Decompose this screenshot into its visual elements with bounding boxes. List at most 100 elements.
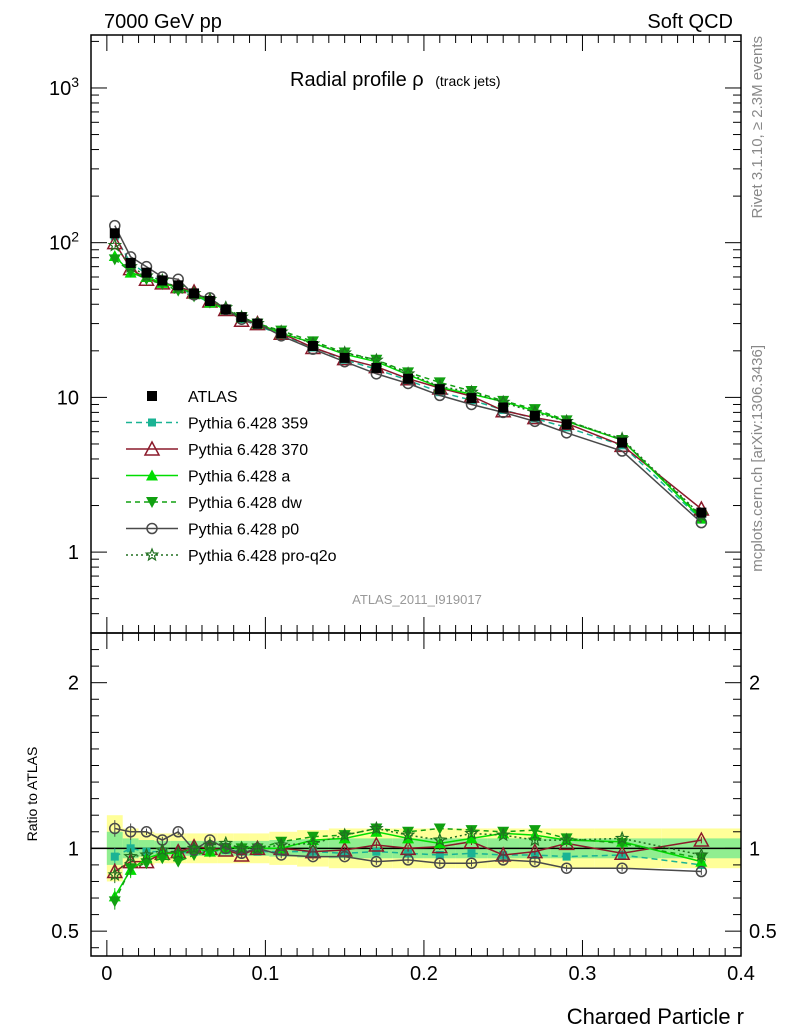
main-series-line-3	[114, 258, 702, 518]
x-tick-label: 0.3	[569, 963, 597, 985]
chart-title: Radial profile ρ (track jets)	[290, 69, 501, 91]
y-tick-label: 10	[57, 387, 79, 409]
ratio-series-point-5	[694, 847, 709, 862]
ratio-series-point-5	[432, 832, 448, 847]
ratio-series-point-5	[273, 837, 289, 852]
data-point	[252, 318, 263, 329]
main-series-point-5	[369, 352, 384, 367]
data-point	[403, 373, 414, 384]
ratio-series-point-3	[528, 825, 541, 837]
data-point	[307, 340, 318, 351]
legend-marker	[143, 440, 161, 456]
legend-label: Pythia 6.428 p0	[188, 522, 299, 539]
header-left: 7000 GeV pp	[104, 11, 222, 33]
ratio-series-point-5	[527, 832, 543, 847]
data-point	[617, 437, 628, 448]
data-point	[173, 280, 184, 291]
ratio-series-point-4	[560, 862, 573, 874]
data-point	[561, 419, 572, 430]
header-right: Soft QCD	[647, 11, 733, 33]
title-sub: (track jets)	[435, 73, 500, 89]
ratio-series-point-5	[337, 827, 352, 842]
data-point	[498, 402, 509, 413]
ratio-series-point-4	[338, 850, 351, 863]
ratio-series-line-1	[114, 839, 702, 873]
ratio-series-point-2	[465, 832, 478, 844]
data-point	[529, 410, 540, 421]
ratio-series-point-4	[307, 850, 319, 863]
ratio-series-point-4	[109, 822, 121, 835]
legend-label: Pythia 6.428 359	[188, 416, 308, 433]
ratio-series-point-3	[108, 896, 121, 908]
data-point	[125, 257, 136, 268]
ratio-y-tick-label: 0.5	[749, 921, 777, 943]
legend-label: Pythia 6.428 pro-q2o	[188, 548, 337, 565]
data-point	[204, 295, 215, 306]
ratio-series-point-5	[234, 840, 249, 855]
x-tick-label: 0.2	[410, 963, 438, 985]
main-series-point-3	[402, 367, 415, 379]
ratio-series-point-4	[402, 854, 414, 866]
mcplots-label: mcplots.cern.ch [arXiv:1306.3436]	[749, 345, 766, 572]
ratio-series-line-4	[114, 827, 702, 873]
x-tick-label: 0.1	[251, 963, 279, 985]
x-tick-label: 0.4	[727, 963, 755, 985]
ratio-y-tick-label: 1	[68, 838, 79, 860]
ratio-series-point-0	[562, 852, 571, 861]
main-series-point-3	[108, 254, 121, 266]
ratio-series-point-5	[202, 837, 218, 852]
ratio-y-tick-label: 1	[749, 838, 760, 860]
data-point	[696, 507, 707, 518]
ratio-series-line-0	[114, 847, 702, 866]
ratio-series-point-5	[464, 825, 479, 840]
ratio-series-point-0	[435, 850, 444, 859]
ratio-series-point-5	[123, 848, 138, 863]
data-point	[109, 228, 120, 239]
ratio-ylabel: Ratio to ATLAS	[24, 747, 40, 842]
legend-marker	[144, 547, 160, 562]
ratio-series-point-5	[186, 840, 202, 855]
legend-marker	[148, 418, 156, 427]
ratio-series-point-4	[434, 857, 446, 869]
data-point	[189, 288, 200, 299]
ratio-series-point-4	[529, 855, 541, 868]
ratio-series-point-3	[140, 858, 153, 870]
legend-label: Pythia 6.428 370	[188, 442, 308, 459]
ratio-series-point-4	[172, 826, 184, 838]
legend-marker	[146, 469, 158, 481]
ratio-series-point-5	[218, 835, 234, 850]
ratio-series-point-4	[188, 844, 200, 856]
ratio-series-point-0	[467, 849, 476, 858]
ratio-series-point-5	[559, 832, 574, 847]
legend-label: Pythia 6.428 a	[188, 469, 290, 486]
ratio-y-tick-label: 0.5	[51, 921, 79, 943]
x-axis-label: Charged Particle r	[567, 1004, 744, 1024]
data-point	[339, 352, 350, 363]
ratio-y-tick-label: 2	[749, 673, 760, 695]
ratio-series-point-4	[140, 826, 153, 838]
ratio-series-point-4	[124, 826, 137, 838]
main-series-point-3	[528, 404, 541, 416]
main-series-point-5	[107, 237, 123, 252]
ratio-series-point-4	[370, 855, 383, 868]
legend-label: ATLAS	[188, 389, 238, 406]
main-series-line-4	[114, 225, 702, 524]
ratio-series-point-4	[465, 857, 478, 869]
analysis-id: ATLAS_2011_I919017	[352, 592, 482, 607]
main-series-line-2	[114, 255, 702, 520]
legend-label: Pythia 6.428 dw	[188, 495, 302, 512]
ratio-series-point-1	[693, 831, 710, 847]
legend-marker	[147, 391, 157, 401]
ratio-series-line-2	[114, 831, 702, 897]
data-point	[220, 304, 231, 315]
ratio-series-point-4	[497, 854, 509, 866]
data-point	[236, 312, 247, 323]
ratio-series-point-0	[404, 849, 413, 858]
x-tick-label: 0	[101, 963, 112, 985]
ratio-series-point-5	[139, 847, 154, 862]
y-tick-label: 102	[49, 229, 79, 255]
ratio-series-point-5	[614, 830, 630, 845]
legend-marker	[146, 522, 158, 535]
ratio-series-point-5	[305, 835, 321, 850]
